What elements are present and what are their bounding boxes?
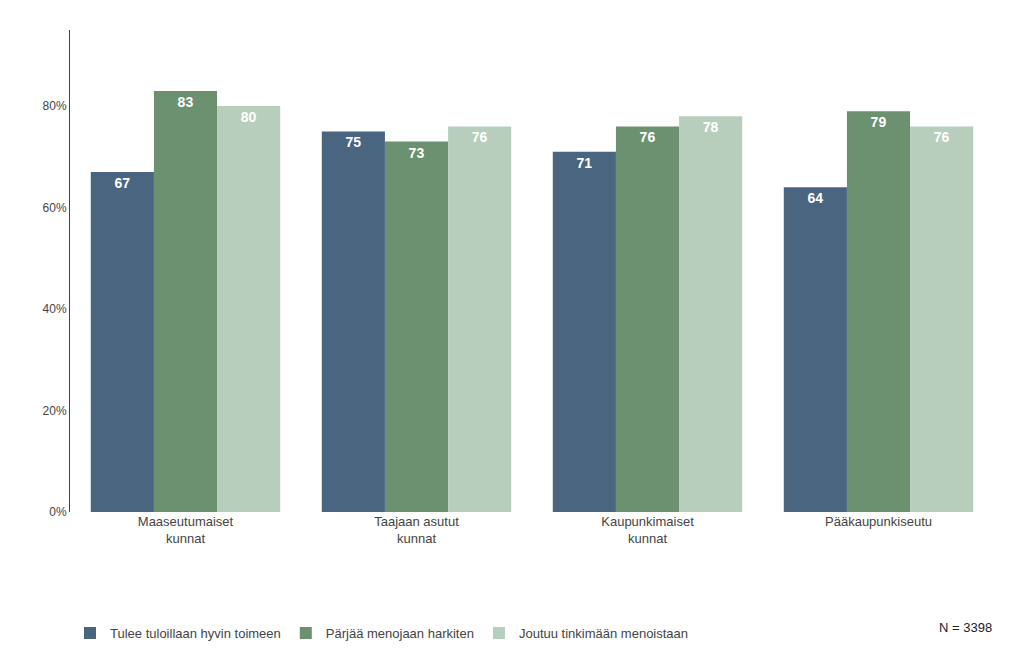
svg-text:80: 80 bbox=[241, 109, 257, 125]
svg-text:64: 64 bbox=[807, 190, 823, 206]
svg-text:79: 79 bbox=[871, 114, 887, 130]
svg-text:75: 75 bbox=[345, 134, 361, 150]
svg-text:60%: 60% bbox=[43, 201, 67, 215]
svg-text:78: 78 bbox=[703, 119, 719, 135]
svg-text:Tulee tuloillaan hyvin toimeen: Tulee tuloillaan hyvin toimeen bbox=[110, 626, 281, 641]
svg-text:Joutuu tinkimään menoistaan: Joutuu tinkimään menoistaan bbox=[519, 626, 688, 641]
svg-text:20%: 20% bbox=[43, 404, 67, 418]
svg-text:76: 76 bbox=[472, 129, 488, 145]
svg-text:73: 73 bbox=[409, 145, 425, 161]
svg-text:80%: 80% bbox=[43, 99, 67, 113]
svg-text:83: 83 bbox=[178, 94, 194, 110]
svg-text:N = 3398: N = 3398 bbox=[939, 620, 992, 635]
svg-text:71: 71 bbox=[576, 155, 592, 171]
svg-text:76: 76 bbox=[934, 129, 950, 145]
svg-text:40%: 40% bbox=[43, 302, 67, 316]
svg-text:Pärjää menojaan harkiten: Pärjää menojaan harkiten bbox=[326, 626, 474, 641]
svg-text:67: 67 bbox=[114, 175, 130, 191]
svg-text:Maaseutumaisetkunnat: Maaseutumaisetkunnat bbox=[138, 514, 234, 546]
svg-text:0%: 0% bbox=[49, 505, 67, 519]
svg-text:Pääkaupunkiseutu: Pääkaupunkiseutu bbox=[825, 514, 932, 529]
svg-text:Kaupunkimaisetkunnat: Kaupunkimaisetkunnat bbox=[601, 514, 694, 546]
svg-text:Taajaan asututkunnat: Taajaan asututkunnat bbox=[374, 514, 459, 546]
svg-text:76: 76 bbox=[640, 129, 656, 145]
